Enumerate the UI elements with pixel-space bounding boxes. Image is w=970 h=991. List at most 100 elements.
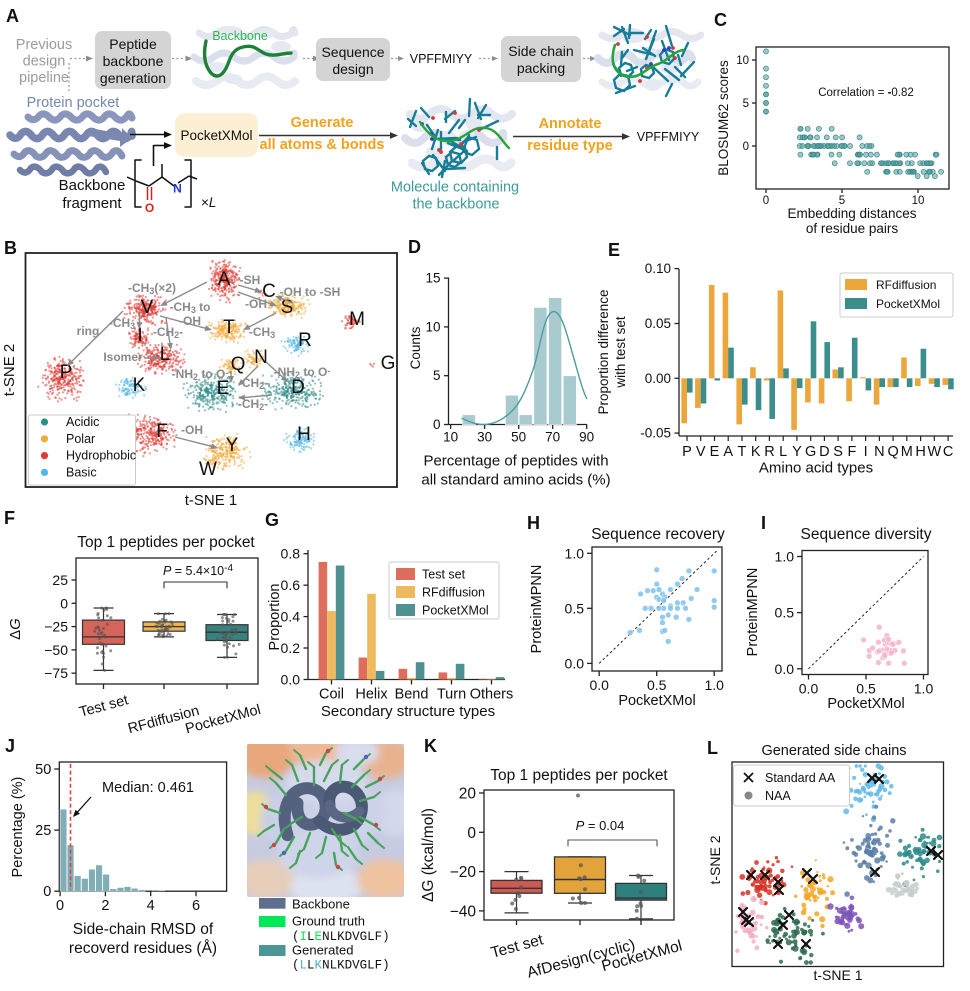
svg-text:Side chain: Side chain — [508, 43, 573, 59]
svg-text:ProteinMPNN: ProteinMPNN — [529, 565, 545, 654]
svg-text:S: S — [833, 444, 843, 460]
svg-text:0.0: 0.0 — [589, 677, 609, 693]
svg-text:Top 1 peptides per pocket: Top 1 peptides per pocket — [77, 534, 255, 551]
svg-text:15: 15 — [425, 271, 440, 286]
svg-text:25: 25 — [35, 823, 51, 839]
svg-text:t-SNE 1: t-SNE 1 — [185, 492, 238, 509]
svg-text:R: R — [298, 330, 312, 351]
svg-text:the backbone: the backbone — [412, 197, 499, 213]
svg-text:RFdiffusion: RFdiffusion — [422, 586, 485, 600]
svg-text:Sequence: Sequence — [321, 44, 384, 60]
svg-text:fragment: fragment — [62, 195, 122, 212]
svg-text:O: O — [145, 201, 154, 215]
svg-text:0.6: 0.6 — [281, 577, 301, 593]
svg-text:H: H — [915, 444, 925, 460]
svg-text:0.0: 0.0 — [799, 681, 819, 697]
svg-text:Percentage (%): Percentage (%) — [10, 777, 26, 878]
svg-text:Counts: Counts — [408, 326, 423, 369]
svg-text:0: 0 — [56, 898, 64, 914]
svg-text:Molecule containing: Molecule containing — [391, 180, 519, 196]
svg-text:-OH: -OH — [181, 423, 203, 437]
svg-text:E: E — [217, 378, 230, 399]
svg-text:Side-chain RMSD of: Side-chain RMSD of — [73, 921, 214, 938]
svg-text:PocketXMol: PocketXMol — [618, 693, 695, 709]
svg-text:−75: −75 — [44, 665, 68, 681]
svg-text:packing: packing — [517, 60, 565, 76]
svg-text:W: W — [199, 459, 217, 480]
svg-text:I: I — [137, 325, 142, 346]
svg-text:Generated: Generated — [292, 943, 353, 958]
svg-text:50: 50 — [35, 762, 51, 778]
svg-text:Y: Y — [226, 435, 239, 456]
svg-text:all atoms & bonds: all atoms & bonds — [260, 137, 385, 153]
svg-text:pipeline: pipeline — [19, 70, 69, 86]
svg-text:L: L — [160, 344, 171, 365]
svg-text:-OH to -SH: -OH to -SH — [280, 285, 341, 299]
svg-text:generation: generation — [100, 70, 166, 86]
svg-text:t-SNE 2: t-SNE 2 — [1, 344, 18, 397]
svg-text:0.10: 0.10 — [645, 261, 671, 276]
svg-text:of residue pairs: of residue pairs — [806, 221, 899, 236]
svg-text:50: 50 — [511, 430, 526, 445]
svg-text:W: W — [927, 444, 941, 460]
svg-text:Basic: Basic — [66, 465, 97, 479]
svg-text:G: G — [805, 444, 816, 460]
svg-text:Sequence recovery: Sequence recovery — [591, 526, 725, 543]
svg-text:1.0: 1.0 — [565, 545, 585, 561]
svg-text:ΔG: ΔG — [7, 618, 24, 640]
svg-text:G: G — [265, 510, 279, 530]
svg-text:with test set: with test set — [613, 316, 628, 389]
svg-text:10: 10 — [443, 430, 458, 445]
svg-text:0: 0 — [743, 141, 749, 153]
svg-text:70: 70 — [545, 430, 560, 445]
svg-text:0.2: 0.2 — [281, 640, 301, 656]
svg-text:Secondary structure types: Secondary structure types — [321, 703, 495, 720]
svg-text:90: 90 — [579, 430, 594, 445]
svg-text:RFdiffusion: RFdiffusion — [876, 278, 936, 292]
svg-text:-CH2-: -CH2- — [153, 325, 183, 340]
svg-text:D: D — [408, 237, 421, 257]
svg-text:C: C — [943, 444, 953, 460]
svg-text:Y: Y — [792, 444, 802, 460]
svg-text:P = 0.04: P = 0.04 — [576, 818, 625, 833]
svg-text:Amino acid types: Amino acid types — [759, 460, 873, 477]
svg-text:PocketXMol: PocketXMol — [180, 128, 252, 143]
svg-text:ProteinMPNN: ProteinMPNN — [745, 568, 761, 657]
svg-text:-OH: -OH — [245, 297, 267, 311]
svg-text:Others: Others — [470, 687, 514, 703]
svg-text:H: H — [297, 424, 311, 445]
svg-text:H: H — [527, 513, 540, 533]
svg-text:N: N — [173, 182, 182, 196]
svg-text:0: 0 — [43, 884, 51, 900]
svg-text:E: E — [608, 240, 620, 260]
svg-text:−20: −20 — [450, 864, 477, 881]
svg-text:Isomer: Isomer — [103, 350, 143, 364]
svg-text:V: V — [696, 444, 706, 460]
svg-text:0.5: 0.5 — [647, 677, 667, 693]
svg-text:Q: Q — [231, 354, 246, 375]
svg-text:T: T — [738, 444, 747, 460]
svg-text:PocketXMol: PocketXMol — [422, 604, 489, 618]
svg-text:D: D — [291, 377, 305, 398]
svg-text:0: 0 — [763, 195, 769, 207]
svg-text:B: B — [4, 238, 17, 258]
svg-text:Annotate: Annotate — [539, 116, 602, 132]
svg-text:L: L — [779, 444, 787, 460]
svg-text:Test set: Test set — [422, 568, 466, 582]
svg-text:design: design — [23, 54, 66, 70]
svg-text:30: 30 — [477, 430, 492, 445]
svg-text:NAA: NAA — [765, 789, 791, 803]
svg-text:M: M — [349, 309, 365, 330]
svg-text:Helix: Helix — [355, 687, 388, 703]
svg-text:N: N — [874, 444, 884, 460]
svg-text:0.8: 0.8 — [281, 546, 301, 562]
svg-text:−50: −50 — [44, 642, 68, 658]
svg-text:−40: −40 — [450, 903, 477, 920]
svg-text:N: N — [254, 347, 268, 368]
svg-text:0.0: 0.0 — [565, 655, 585, 671]
svg-text:0: 0 — [433, 417, 441, 432]
svg-text:Median: 0.461: Median: 0.461 — [102, 780, 194, 796]
svg-text:P: P — [682, 444, 692, 460]
svg-text:G: G — [381, 353, 396, 374]
svg-text:0.05: 0.05 — [645, 316, 671, 331]
